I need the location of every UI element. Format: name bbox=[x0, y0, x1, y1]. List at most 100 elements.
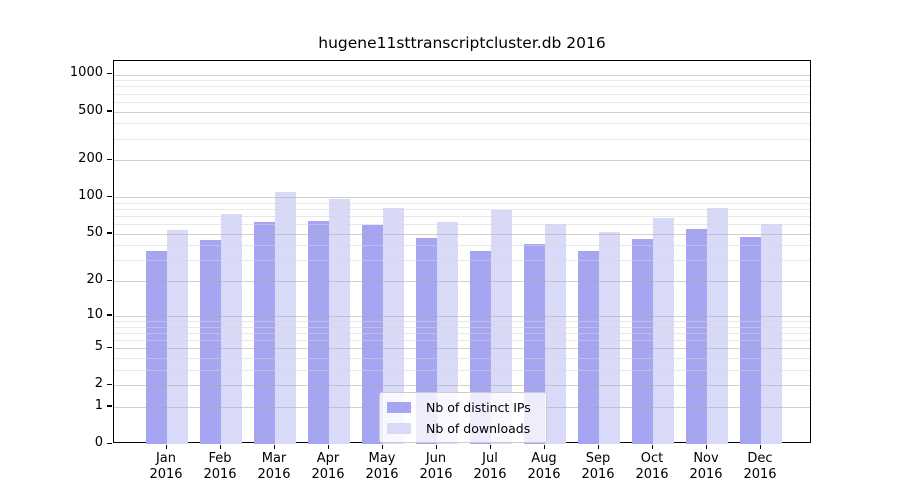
x-tick-jun bbox=[435, 444, 437, 449]
bar-distinct-ips-nov bbox=[686, 228, 707, 444]
bar-downloads-aug bbox=[545, 224, 566, 444]
bar-downloads-feb bbox=[221, 213, 242, 444]
month-label: Oct bbox=[640, 451, 664, 466]
gridline-500 bbox=[114, 111, 810, 113]
month-label: Mar bbox=[261, 451, 287, 466]
year-label: 2016 bbox=[257, 467, 291, 482]
y-tick-label-100: 100 bbox=[78, 188, 103, 204]
x-tick-label-jun: Jun 2016 bbox=[409, 451, 463, 483]
y-tick-1000 bbox=[107, 72, 112, 75]
y-tick-20 bbox=[107, 279, 112, 282]
x-tick-apr bbox=[327, 444, 329, 449]
bar-distinct-ips-sep bbox=[578, 250, 599, 444]
gridline-minor-600 bbox=[114, 101, 810, 103]
y-tick-label-2: 2 bbox=[94, 376, 103, 392]
legend-label-downloads: Nb of downloads bbox=[426, 420, 531, 436]
bar-distinct-ips-jan bbox=[146, 250, 167, 444]
bar-distinct-ips-feb bbox=[200, 240, 221, 444]
x-tick-label-apr: Apr 2016 bbox=[301, 451, 355, 483]
year-label: 2016 bbox=[419, 467, 453, 482]
y-tick-label-500: 500 bbox=[78, 102, 103, 118]
year-label: 2016 bbox=[203, 467, 237, 482]
gridline-minor-800 bbox=[114, 86, 810, 88]
x-tick-label-mar: Mar 2016 bbox=[247, 451, 301, 483]
bar-distinct-ips-oct bbox=[632, 239, 653, 444]
x-tick-label-jul: Jul 2016 bbox=[463, 451, 517, 483]
y-tick-0 bbox=[107, 442, 112, 444]
y-tick-label-5: 5 bbox=[94, 339, 103, 355]
year-label: 2016 bbox=[689, 467, 723, 482]
x-tick-sep bbox=[597, 444, 599, 449]
bar-downloads-apr bbox=[329, 199, 350, 444]
gridline-100 bbox=[114, 197, 810, 199]
bar-downloads-sep bbox=[599, 231, 620, 444]
bar-downloads-mar bbox=[275, 192, 296, 444]
y-tick-label-200: 200 bbox=[78, 151, 103, 167]
month-label: Dec bbox=[747, 451, 773, 466]
month-label: Sep bbox=[585, 451, 611, 466]
y-tick-200 bbox=[107, 158, 112, 161]
legend-item-downloads: Nb of downloads bbox=[387, 420, 538, 436]
month-label: Aug bbox=[531, 451, 557, 466]
y-tick-500 bbox=[107, 110, 112, 112]
x-tick-dec bbox=[759, 444, 761, 449]
bar-distinct-ips-dec bbox=[740, 236, 761, 444]
gridline-minor-70 bbox=[114, 216, 810, 217]
plot-area bbox=[113, 60, 811, 444]
x-tick-may bbox=[381, 444, 383, 449]
x-tick-jul bbox=[489, 444, 491, 449]
gridline-minor-80 bbox=[114, 209, 810, 210]
month-label: Apr bbox=[316, 451, 340, 466]
gridline-minor-60 bbox=[114, 224, 810, 226]
x-tick-feb bbox=[219, 444, 221, 449]
legend: Nb of distinct IPs Nb of downloads bbox=[379, 392, 547, 443]
x-tick-label-may: May 2016 bbox=[355, 451, 409, 483]
gridline-1000 bbox=[114, 74, 810, 76]
month-label: Jul bbox=[482, 451, 498, 466]
x-tick-oct bbox=[651, 444, 653, 449]
distinct-ips-swatch bbox=[387, 401, 411, 413]
year-label: 2016 bbox=[581, 467, 615, 482]
bar-downloads-jan bbox=[167, 229, 188, 444]
gridline-200 bbox=[114, 160, 810, 162]
month-label: May bbox=[368, 451, 396, 466]
month-label: Feb bbox=[208, 451, 232, 466]
year-label: 2016 bbox=[365, 467, 399, 482]
x-tick-label-jan: Jan 2016 bbox=[139, 451, 193, 483]
legend-item-distinct-ips: Nb of distinct IPs bbox=[387, 399, 538, 415]
gridline-minor-400 bbox=[114, 123, 810, 125]
y-tick-10 bbox=[107, 314, 112, 316]
y-tick-label-50: 50 bbox=[86, 224, 103, 240]
year-label: 2016 bbox=[527, 467, 561, 482]
chart-title: hugene11sttranscriptcluster.db 2016 bbox=[318, 34, 606, 52]
year-label: 2016 bbox=[149, 467, 183, 482]
x-tick-mar bbox=[273, 444, 275, 449]
downloads-swatch bbox=[387, 422, 411, 434]
x-tick-jan bbox=[165, 444, 167, 449]
bar-distinct-ips-apr bbox=[308, 220, 329, 444]
x-tick-label-dec: Dec 2016 bbox=[733, 451, 787, 483]
year-label: 2016 bbox=[473, 467, 507, 482]
x-tick-label-sep: Sep 2016 bbox=[571, 451, 625, 483]
legend-label-distinct-ips: Nb of distinct IPs bbox=[426, 399, 531, 415]
x-tick-nov bbox=[705, 444, 707, 449]
bar-downloads-may bbox=[383, 208, 404, 444]
bar-distinct-ips-may bbox=[362, 225, 383, 444]
bar-downloads-nov bbox=[707, 208, 728, 444]
year-label: 2016 bbox=[635, 467, 669, 482]
bar-downloads-oct bbox=[653, 217, 674, 444]
y-tick-50 bbox=[107, 232, 112, 234]
month-label: Nov bbox=[693, 451, 719, 466]
y-tick-100 bbox=[107, 195, 112, 198]
x-tick-aug bbox=[543, 444, 545, 449]
y-tick-5 bbox=[107, 346, 112, 349]
x-tick-label-oct: Oct 2016 bbox=[625, 451, 679, 483]
x-tick-label-feb: Feb 2016 bbox=[193, 451, 247, 483]
y-tick-2 bbox=[107, 383, 112, 386]
gridline-minor-700 bbox=[114, 93, 810, 95]
gridline-minor-300 bbox=[114, 138, 810, 140]
y-tick-label-1000: 1000 bbox=[69, 65, 103, 81]
bar-downloads-dec bbox=[761, 224, 782, 444]
x-tick-label-nov: Nov 2016 bbox=[679, 451, 733, 483]
